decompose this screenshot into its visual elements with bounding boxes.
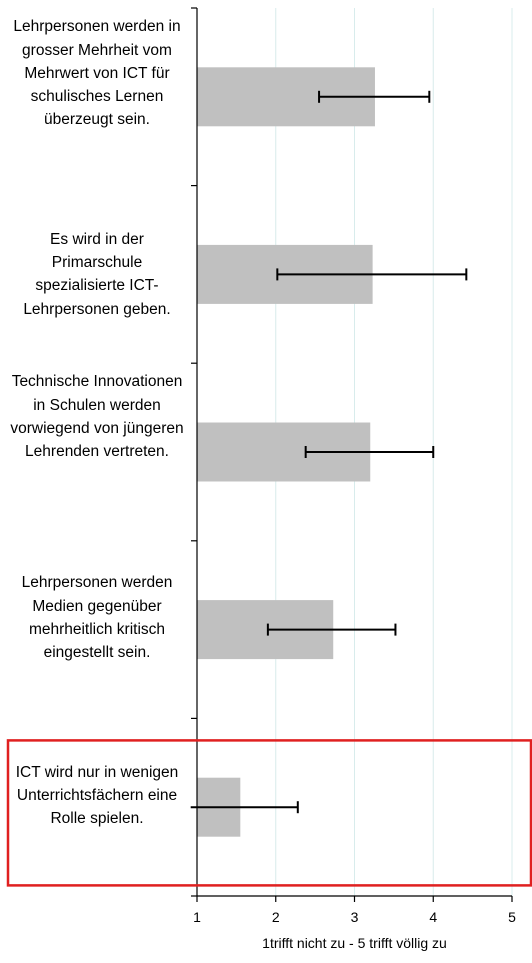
- x-tick-label: 5: [508, 909, 516, 925]
- error-bar: [276, 268, 468, 281]
- x-tick-label: 4: [429, 909, 437, 925]
- x-tick-label: 2: [272, 909, 280, 925]
- error-bar: [190, 801, 299, 814]
- x-tick-label: 3: [351, 909, 359, 925]
- axes: [191, 7, 513, 902]
- error-bar: [318, 90, 431, 103]
- category-label: Es wird in der Primarschule spezialisier…: [23, 230, 171, 318]
- x-axis-label: 1trifft nicht zu - 5 trifft völlig zu: [262, 935, 447, 951]
- error-bars: [190, 90, 468, 814]
- category-label: Lehrpersonen werden Medien gegenüber meh…: [21, 574, 173, 662]
- category-label: Lehrpersonen werden in grosser Mehrheit …: [13, 18, 181, 129]
- x-tick-labels: 1 2 3 4 5: [193, 909, 516, 925]
- highlight-box: [6, 739, 532, 887]
- error-bar: [266, 623, 397, 636]
- error-bar: [304, 446, 435, 458]
- category-label: ICT wird nur in wenigen Unterrichtsfäche…: [15, 763, 179, 828]
- x-tick-label: 1: [193, 909, 201, 925]
- category-label: Technische Innovationen in Schulen werde…: [10, 373, 184, 461]
